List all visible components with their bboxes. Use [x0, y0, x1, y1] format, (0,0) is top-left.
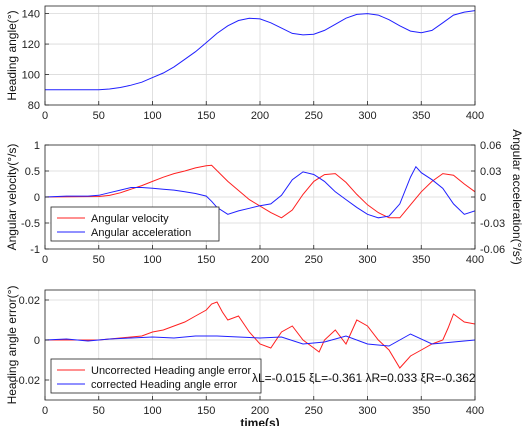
x-tick-label: 350 [412, 110, 430, 122]
chart-panel-1: 0 50 100 150 200 250 300 350 400 80 100 120 140Headi… [5, 5, 484, 122]
series-line-1 [45, 301, 475, 369]
x-tick-label: 100 [143, 254, 161, 266]
x-tick-label: 50 [93, 254, 105, 266]
y-tick-label: 140 [22, 9, 40, 21]
y-axis-label: Angular velocity(°/s) [5, 144, 19, 251]
x-axis-label: time(s) [240, 416, 279, 426]
x-tick-label: 300 [358, 405, 376, 417]
x-tick-label: 250 [305, 405, 323, 417]
y-tick-label: 0.02 [19, 295, 40, 307]
x-tick-label: 50 [93, 110, 105, 122]
legend: Angular velocity Angular acceleration [50, 206, 220, 242]
y-tick-label: -0.5 [21, 218, 40, 230]
x-tick-label: 200 [251, 254, 269, 266]
series-line-2 [45, 333, 475, 347]
x-tick-label: 50 [93, 405, 105, 417]
x-tick-label: 200 [251, 110, 269, 122]
x-tick-label: 200 [251, 405, 269, 417]
y2-tick-label: 0 [480, 192, 486, 204]
x-tick-label: 0 [42, 405, 48, 417]
y-tick-label: -1 [30, 244, 40, 256]
legend-box [50, 206, 220, 242]
x-tick-label: 150 [197, 254, 215, 266]
y-axis-label: Heading angle error(°) [5, 286, 19, 405]
x-tick-label: 100 [143, 405, 161, 417]
y-tick-label: 0 [34, 192, 40, 204]
x-tick-label: 0 [42, 110, 48, 122]
y2-tick-label: 0.03 [480, 166, 501, 178]
legend-box [50, 358, 262, 394]
chart-panel-3: 0 50 100 150 200 250 300 350 400 -0.02 0 0.02Headin… [5, 286, 484, 426]
y-tick-label: 1 [34, 140, 40, 152]
y2-axis-label: Angular acceleration(°/s²) [510, 129, 524, 265]
y-tick-label: 120 [22, 39, 40, 51]
y2-tick-label: -0.03 [480, 218, 505, 230]
x-tick-label: 250 [305, 254, 323, 266]
x-tick-label: 350 [412, 254, 430, 266]
y-tick-label: 0.5 [25, 166, 40, 178]
legend-entry: Angular velocity [91, 213, 169, 225]
annotation-text: λL=-0.015 ξL=-0.361 λR=0.033 ξR=-0.362 [252, 371, 476, 385]
y-tick-label: 100 [22, 70, 40, 82]
y-tick-label: -0.02 [15, 375, 40, 387]
y2-tick-label: 0.06 [480, 140, 501, 152]
x-tick-label: 400 [466, 405, 484, 417]
series-line-1 [45, 10, 475, 91]
x-tick-label: 400 [466, 254, 484, 266]
series-line-1 [45, 164, 475, 219]
y2-tick-label: -0.06 [480, 244, 505, 256]
legend-entry: Uncorrected Heading angle error [91, 365, 252, 377]
x-tick-label: 150 [197, 405, 215, 417]
y-tick-label: 80 [28, 100, 40, 112]
legend-entry: Angular acceleration [91, 227, 191, 239]
x-tick-label: 250 [305, 110, 323, 122]
legend-entry: corrected Heading angle error [91, 379, 237, 391]
legend: Uncorrected Heading angle error corrected… [50, 358, 262, 394]
chart-panel-2: 0 50 100 150 200 250 300 350 400 -1 -0.5 0 0.5 1 -0.06… [5, 129, 524, 266]
x-tick-label: 400 [466, 110, 484, 122]
x-tick-label: 300 [358, 110, 376, 122]
y-axis-label: Heading angle(°) [5, 10, 19, 100]
x-tick-label: 350 [412, 405, 430, 417]
y-tick-label: 0 [34, 335, 40, 347]
x-tick-label: 300 [358, 254, 376, 266]
x-tick-label: 150 [197, 110, 215, 122]
x-tick-label: 0 [42, 254, 48, 266]
series-line-2 [45, 165, 475, 219]
x-tick-label: 100 [143, 110, 161, 122]
